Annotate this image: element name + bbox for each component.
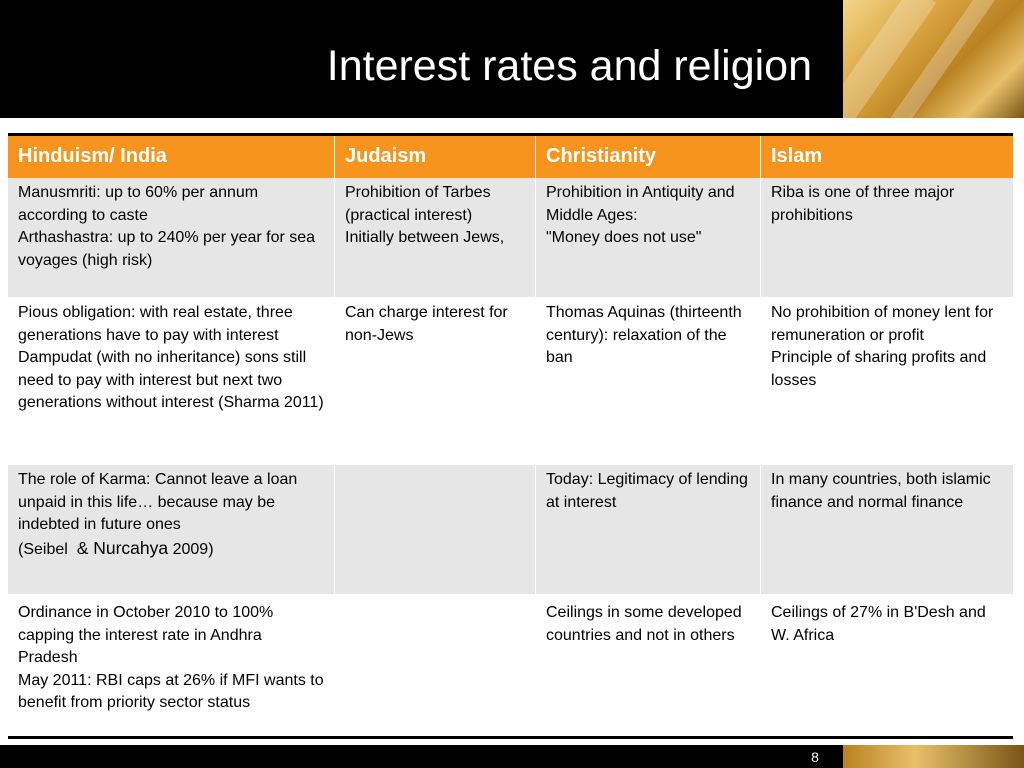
cell-hinduism: Manusmriti: up to 60% per annum accordin… [8, 178, 335, 298]
cell-line: Arthashastra: up to 240% per year for se… [18, 229, 316, 269]
cell-hinduism: The role of Karma: Cannot leave a loan u… [8, 465, 335, 595]
slide-footer-bar [0, 745, 1024, 768]
cell-line: Manusmriti: up to 60% per annum accordin… [18, 184, 259, 224]
cell-christianity: Today: Legitimacy of lending at interest [536, 465, 761, 595]
decorative-footer-image [843, 745, 1024, 768]
cell-judaism: Prohibition of Tarbes (practical interes… [335, 178, 536, 298]
header-judaism: Judaism [335, 136, 536, 178]
header-christianity: Christianity [536, 136, 761, 178]
cell-judaism [335, 595, 536, 736]
cell-judaism [335, 465, 536, 595]
table-bottom-rule [8, 736, 1013, 739]
cell-line: Initially between Jews, [345, 229, 505, 246]
cell-line: Ordinance in October 2010 to 100% cappin… [18, 604, 274, 666]
header-hinduism: Hinduism/ India [8, 136, 335, 178]
cell-line: Ceilings in some developed countries and… [546, 604, 742, 644]
cell-hinduism: Pious obligation: with real estate, thre… [8, 298, 335, 465]
cell-hinduism: Ordinance in October 2010 to 100% cappin… [8, 595, 335, 736]
cell-christianity: Ceilings in some developed countries and… [536, 595, 761, 736]
citation-author-2: & Nurcahya [76, 537, 169, 558]
table-header-row: Hinduism/ India Judaism Christianity Isl… [8, 136, 1013, 178]
cell-line: Ceilings of 27% in B'Desh and W. Africa [771, 604, 986, 644]
decorative-corner-image [843, 0, 1024, 118]
religion-interest-table: Hinduism/ India Judaism Christianity Isl… [8, 133, 1013, 739]
cell-line: Thomas Aquinas (thirteenth century): rel… [546, 304, 742, 366]
cell-islam: Riba is one of three major prohibitions [761, 178, 1013, 298]
cell-line: Prohibition of Tarbes (practical interes… [345, 184, 491, 224]
cell-line: "Money does not use" [546, 229, 702, 246]
cell-christianity: Thomas Aquinas (thirteenth century): rel… [536, 298, 761, 465]
cell-judaism: Can charge interest for non-Jews [335, 298, 536, 465]
citation-author-1: (Seibel [18, 540, 68, 558]
cell-line: Today: Legitimacy of lending at interest [546, 471, 748, 511]
table-row: Ordinance in October 2010 to 100% cappin… [8, 595, 1013, 736]
cell-line: Riba is one of three major prohibitions [771, 184, 955, 224]
cell-line: The role of Karma: Cannot leave a loan u… [18, 471, 298, 533]
cell-islam: In many countries, both islamic finance … [761, 465, 1013, 595]
header-islam: Islam [761, 136, 1013, 178]
cell-christianity: Prohibition in Antiquity and Middle Ages… [536, 178, 761, 298]
table-row: The role of Karma: Cannot leave a loan u… [8, 465, 1013, 595]
citation-year: 2009) [172, 540, 214, 558]
cell-line: Principle of sharing profits and losses [771, 349, 987, 389]
page-number: 8 [811, 749, 819, 765]
cell-line: Pious obligation: with real estate, thre… [18, 304, 293, 344]
cell-line: Can charge interest for non-Jews [345, 304, 508, 344]
cell-islam: No prohibition of money lent for remuner… [761, 298, 1013, 465]
slide-title: Interest rates and religion [326, 42, 812, 90]
table-row: Pious obligation: with real estate, thre… [8, 298, 1013, 465]
table-row: Manusmriti: up to 60% per annum accordin… [8, 178, 1013, 298]
cell-line: Dampudat (with no inheritance) sons stil… [18, 349, 324, 411]
cell-islam: Ceilings of 27% in B'Desh and W. Africa [761, 595, 1013, 736]
citation-line: (Seibel & Nurcahya 2009) [18, 537, 324, 562]
cell-line: No prohibition of money lent for remuner… [771, 304, 994, 344]
cell-line: In many countries, both islamic finance … [771, 471, 991, 511]
table-top-rule [8, 133, 1013, 136]
cell-line: May 2011: RBI caps at 26% if MFI wants t… [18, 671, 324, 712]
cell-line: Prohibition in Antiquity and Middle Ages… [546, 184, 735, 224]
